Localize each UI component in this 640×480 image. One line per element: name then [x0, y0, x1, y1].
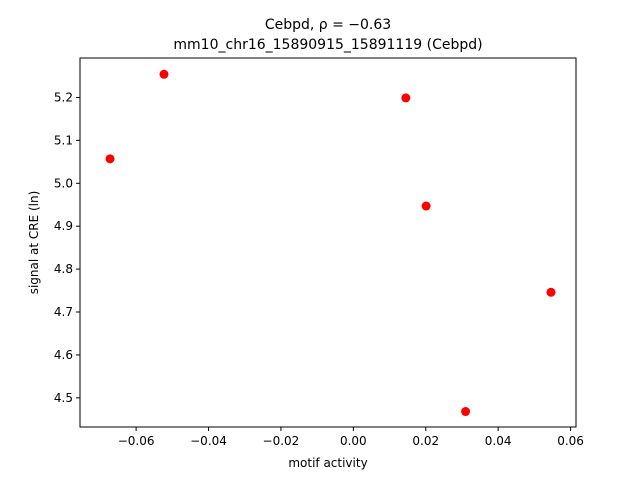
- y-tick-label: 4.8: [54, 262, 73, 276]
- y-tick-label: 5.0: [54, 176, 73, 190]
- scatter-points: [105, 69, 556, 417]
- x-tick-label: −0.02: [263, 434, 300, 448]
- y-tick-label: 4.9: [54, 219, 73, 233]
- data-point: [401, 93, 411, 103]
- y-tick-label: 4.6: [54, 348, 73, 362]
- data-point: [159, 69, 169, 79]
- chart-title-line-1: Cebpd, ρ = −0.63: [265, 17, 391, 33]
- x-axis-ticks: −0.06 −0.04 −0.02 0.00 0.02 0.04 0.06: [118, 427, 584, 448]
- chart-title-line-2: mm10_chr16_15890915_15891119 (Cebpd): [173, 37, 482, 53]
- plot-frame: [79, 57, 577, 428]
- data-point: [546, 287, 556, 297]
- x-tick-label: 0.04: [485, 434, 512, 448]
- x-tick-label: 0.06: [557, 434, 584, 448]
- data-point: [105, 154, 115, 164]
- x-tick-label: 0.00: [340, 434, 367, 448]
- y-axis-label: signal at CRE (ln): [27, 191, 41, 295]
- y-axis-ticks: 4.5 4.6 4.7 4.8 4.9 5.0 5.1 5.2: [54, 90, 80, 405]
- x-tick-label: −0.04: [190, 434, 227, 448]
- x-axis-label: motif activity: [288, 456, 367, 470]
- x-tick-label: 0.02: [412, 434, 439, 448]
- y-tick-label: 5.2: [54, 90, 73, 104]
- data-point: [461, 407, 471, 417]
- x-tick-label: −0.06: [118, 434, 155, 448]
- y-tick-label: 4.5: [54, 391, 73, 405]
- data-point: [421, 201, 431, 211]
- y-tick-label: 5.1: [54, 133, 73, 147]
- y-tick-label: 4.7: [54, 305, 73, 319]
